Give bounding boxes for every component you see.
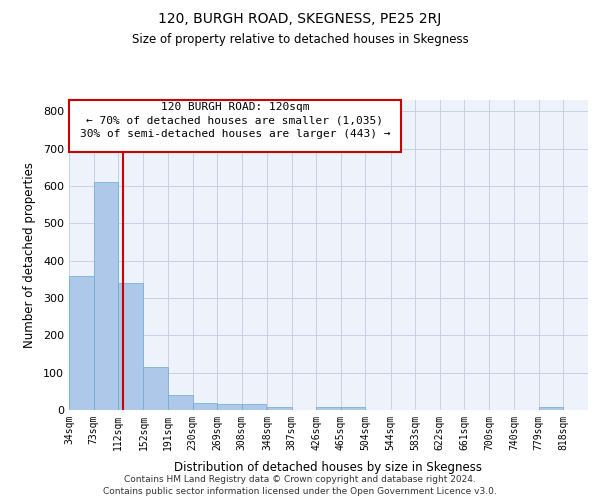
Y-axis label: Number of detached properties: Number of detached properties (23, 162, 36, 348)
Bar (316, 407, 341, 410)
Text: Size of property relative to detached houses in Skegness: Size of property relative to detached ho… (131, 32, 469, 46)
Text: Contains HM Land Registry data © Crown copyright and database right 2024.: Contains HM Land Registry data © Crown c… (124, 475, 476, 484)
X-axis label: Distribution of detached houses by size in Skegness: Distribution of detached houses by size … (175, 461, 482, 474)
Text: ← 70% of detached houses are smaller (1,035): ← 70% of detached houses are smaller (1,… (86, 116, 383, 126)
Text: 30% of semi-detached houses are larger (443) →: 30% of semi-detached houses are larger (… (80, 128, 390, 138)
Bar (267, 407, 292, 410)
Bar (242, 404, 266, 410)
Bar (193, 402, 217, 410)
Bar (168, 395, 193, 410)
Text: 120, BURGH ROAD, SKEGNESS, PE25 2RJ: 120, BURGH ROAD, SKEGNESS, PE25 2RJ (158, 12, 442, 26)
Bar (69, 276, 94, 410)
Bar (539, 408, 563, 410)
FancyBboxPatch shape (69, 100, 401, 152)
Bar (118, 283, 143, 410)
Text: 120 BURGH ROAD: 120sqm: 120 BURGH ROAD: 120sqm (161, 102, 309, 113)
Bar (341, 407, 365, 410)
Bar (94, 182, 118, 410)
Bar (143, 367, 168, 410)
Bar (217, 404, 242, 410)
Text: Contains public sector information licensed under the Open Government Licence v3: Contains public sector information licen… (103, 487, 497, 496)
